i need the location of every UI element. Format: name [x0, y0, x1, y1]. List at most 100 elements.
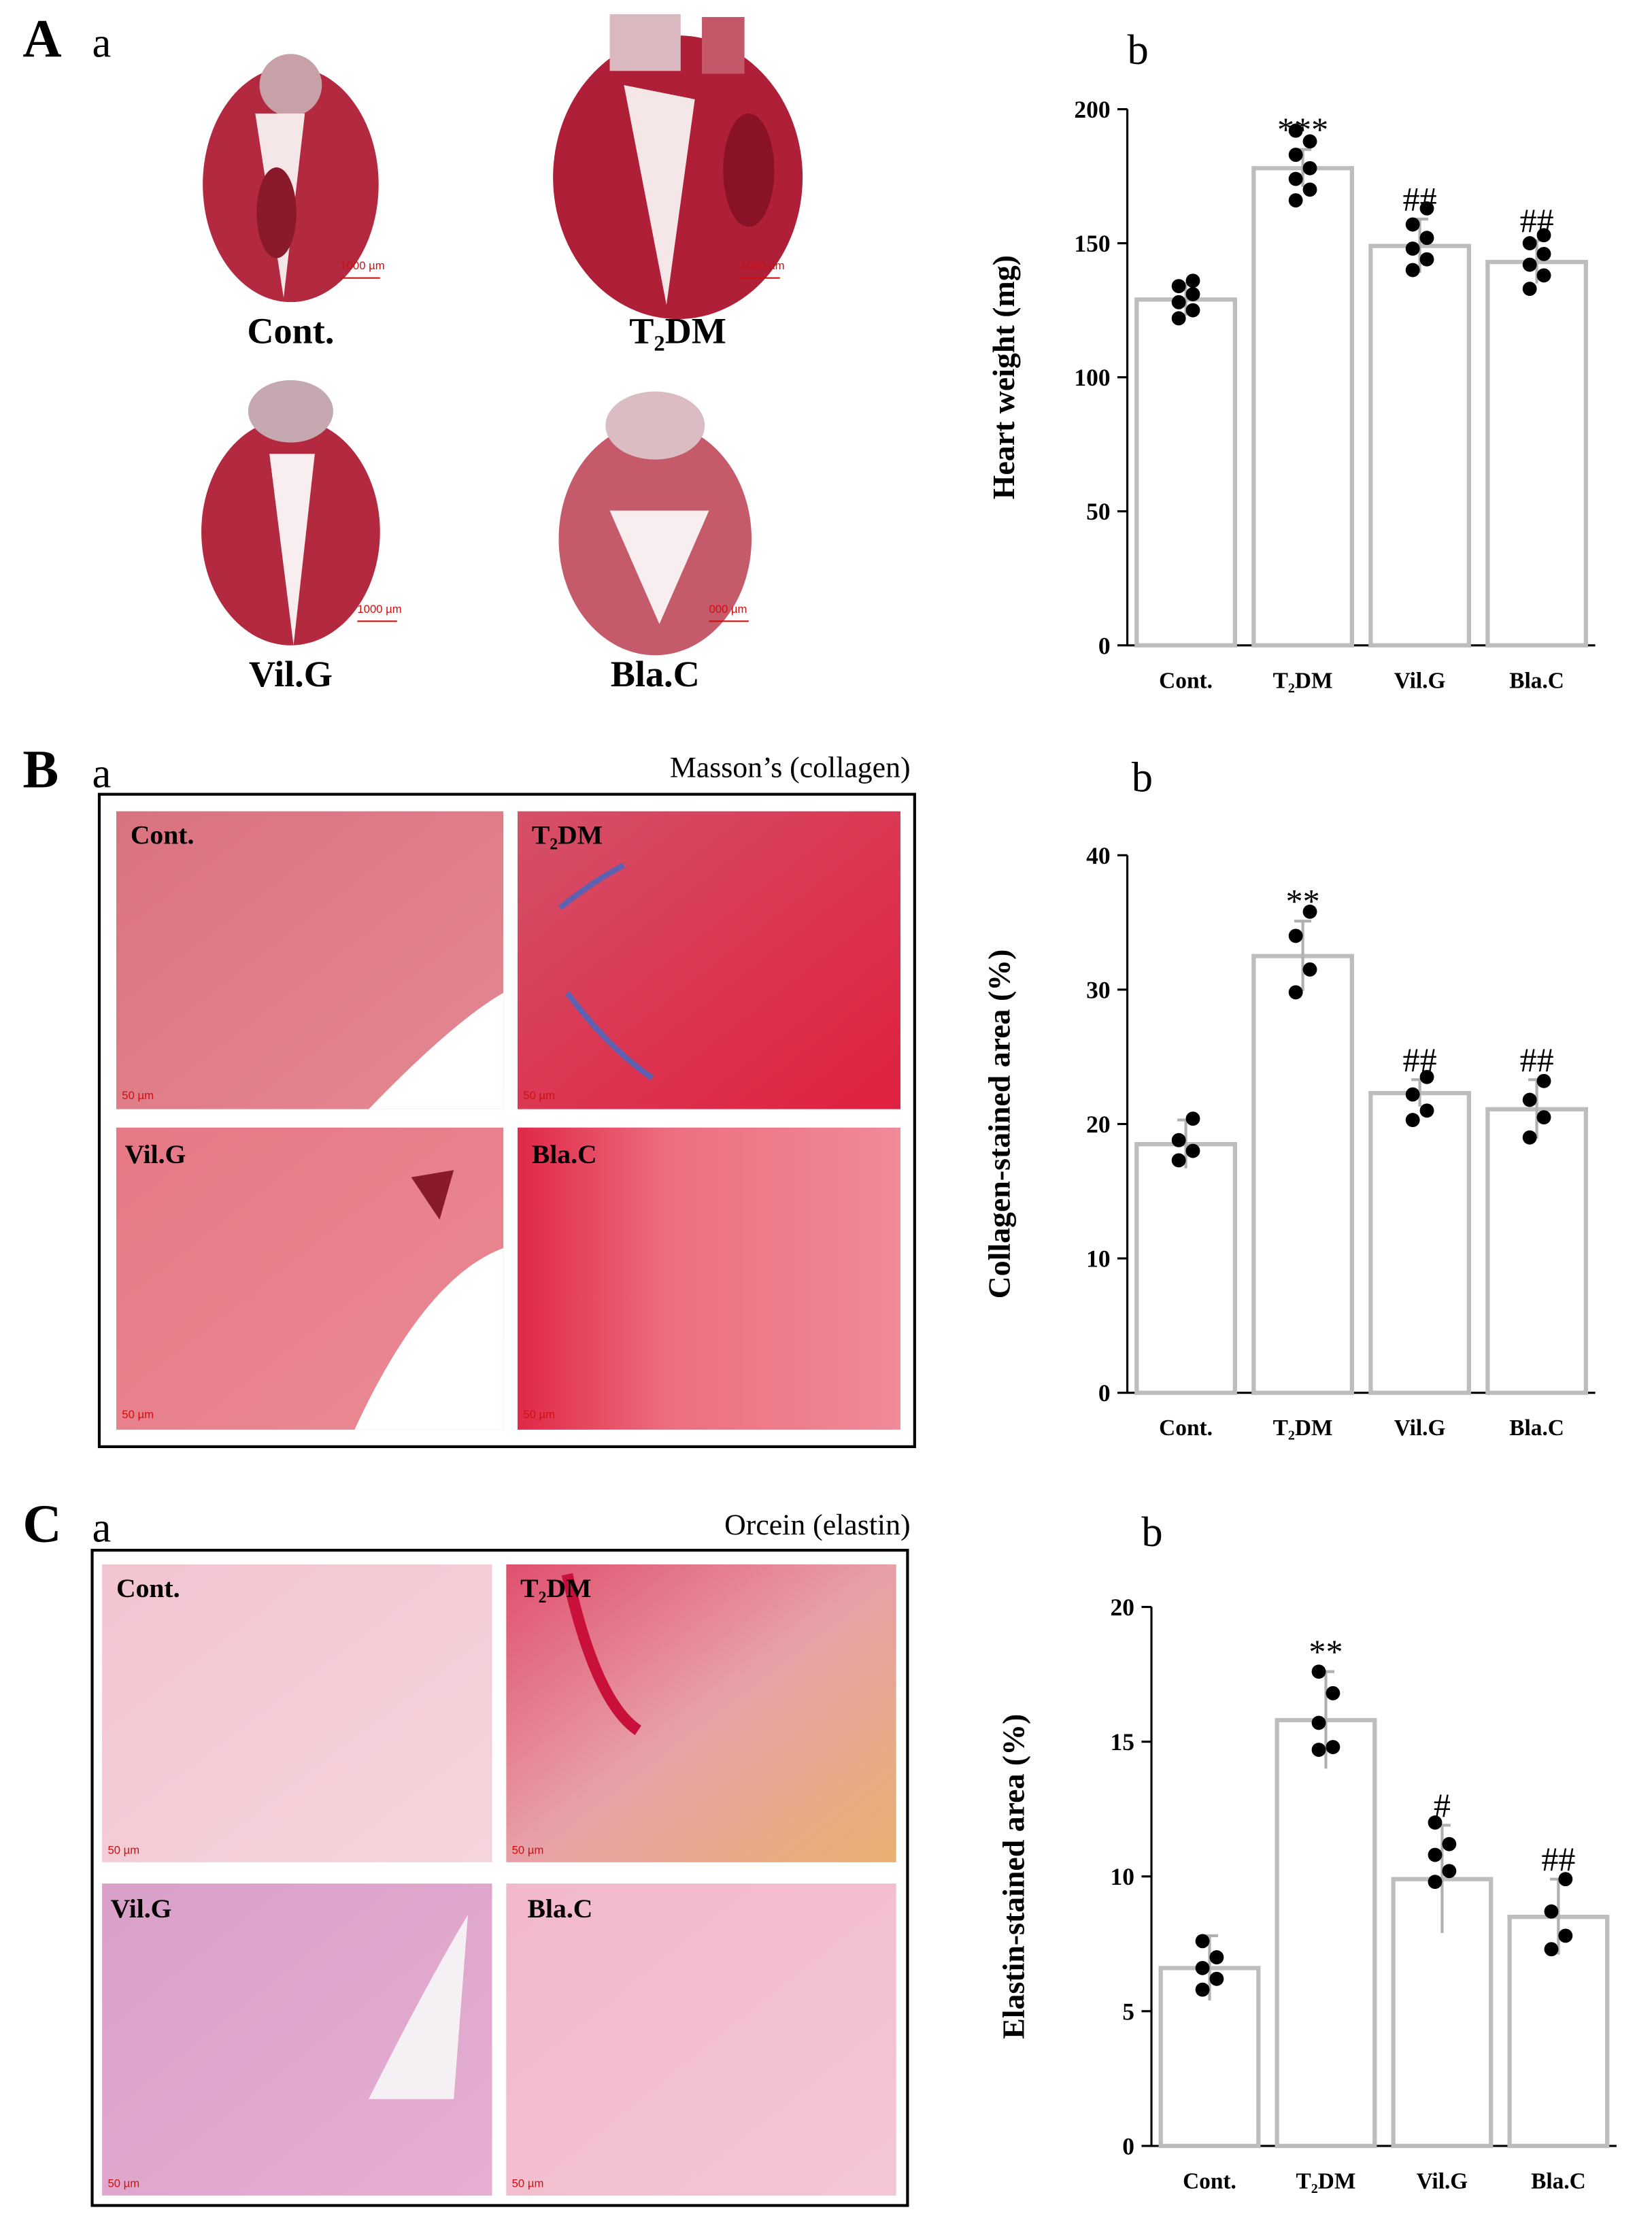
- data-point: [1522, 257, 1537, 272]
- data-point: [1288, 193, 1303, 207]
- data-point: [1536, 1110, 1551, 1125]
- x-tick-label: T₂DM: [1273, 1415, 1333, 1441]
- image-label: T₂DM: [532, 820, 603, 850]
- data-point: [1326, 1685, 1341, 1700]
- bar: [1485, 260, 1588, 648]
- panel-letter: C: [22, 1494, 61, 1554]
- significance: ##: [1520, 1041, 1554, 1079]
- heart-section: [203, 54, 379, 303]
- data-point: [1544, 1942, 1559, 1957]
- data-point: [1209, 1971, 1224, 1986]
- data-point: [1185, 1111, 1200, 1126]
- data-point: [1302, 904, 1317, 919]
- heart-section: [201, 380, 380, 645]
- data-point: [1405, 241, 1420, 256]
- bar: [1134, 297, 1237, 648]
- data-point: [1288, 123, 1303, 138]
- data-point: [1522, 1130, 1537, 1145]
- bar: [1251, 954, 1354, 1395]
- image-label: Cont.: [116, 1573, 180, 1603]
- x-tick-label: Cont.: [1183, 2168, 1236, 2194]
- data-point: [1419, 1069, 1434, 1084]
- data-point: [1185, 1143, 1200, 1158]
- bar: [1485, 1107, 1588, 1395]
- micrograph: [518, 1127, 900, 1430]
- image-label: Vil.G: [124, 1139, 186, 1169]
- sub-letter: a: [92, 18, 112, 66]
- scale-label: 50 µm: [107, 2177, 139, 2190]
- data-point: [1558, 1872, 1573, 1887]
- y-tick-label: 10: [1086, 1245, 1110, 1273]
- data-point: [1419, 201, 1434, 216]
- image-frame: [97, 792, 916, 1448]
- image-label: T₂DM: [520, 1573, 591, 1603]
- y-tick-label: 20: [1086, 1111, 1110, 1138]
- data-point: [1171, 1133, 1186, 1147]
- scale-label: 1000 µm: [740, 259, 784, 272]
- data-point: [1428, 1847, 1443, 1862]
- significance: **: [1286, 882, 1320, 920]
- sub-letter: a: [92, 1504, 112, 1552]
- significance: ##: [1403, 1041, 1437, 1079]
- group-label: Cont.: [247, 311, 334, 352]
- bar: [1368, 244, 1471, 648]
- data-point: [1185, 303, 1200, 318]
- y-tick-label: 50: [1086, 498, 1110, 525]
- scale-label: 50 µm: [122, 1408, 154, 1421]
- data-point: [1419, 1103, 1434, 1118]
- image-label: Bla.C: [528, 1894, 593, 1924]
- scale-label: 50 µm: [512, 1843, 544, 1856]
- bar: [1368, 1090, 1471, 1395]
- image-label: Vil.G: [111, 1894, 172, 1924]
- scale-label: 50 µm: [523, 1089, 555, 1102]
- micrograph: [102, 1564, 492, 1862]
- data-point: [1419, 252, 1434, 267]
- y-tick-label: 15: [1111, 1728, 1134, 1756]
- x-tick-label: Bla.C: [1509, 1415, 1564, 1441]
- data-point: [1171, 279, 1186, 294]
- significance: ##: [1403, 180, 1437, 218]
- x-tick-label: Cont.: [1159, 668, 1213, 693]
- x-tick-label: T₂DM: [1273, 668, 1333, 693]
- data-point: [1195, 1982, 1210, 1997]
- y-tick-label: 40: [1086, 842, 1110, 869]
- data-point: [1536, 228, 1551, 243]
- data-point: [1302, 182, 1317, 197]
- y-tick-label: 100: [1074, 364, 1110, 391]
- scale-label: 50 µm: [107, 1843, 139, 1856]
- data-point: [1558, 1928, 1573, 1943]
- stain-label: Masson’s (collagen): [670, 752, 911, 784]
- significance: #: [1434, 1786, 1451, 1824]
- data-point: [1302, 134, 1317, 149]
- significance: **: [1309, 1632, 1343, 1671]
- x-tick-label: Vil.G: [1394, 668, 1446, 693]
- y-tick-label: 0: [1098, 1379, 1111, 1407]
- y-tick-label: 0: [1122, 2132, 1134, 2160]
- data-point: [1536, 1073, 1551, 1088]
- bar: [1275, 1717, 1377, 2149]
- y-tick-label: 200: [1074, 96, 1110, 123]
- x-tick-label: Bla.C: [1531, 2168, 1586, 2194]
- panel-letter: b: [1132, 754, 1153, 801]
- bar: [1507, 1915, 1610, 2149]
- scale-label: 000 µm: [709, 603, 747, 616]
- y-tick-label: 5: [1122, 1998, 1134, 2025]
- heart-section: [558, 391, 752, 656]
- significance: ***: [1277, 110, 1328, 148]
- group-label: T₂DM: [629, 311, 726, 352]
- y-tick-label: 20: [1111, 1594, 1134, 1621]
- data-point: [1405, 217, 1420, 232]
- scale-label: 50 µm: [512, 2177, 544, 2190]
- x-tick-label: Bla.C: [1509, 668, 1564, 693]
- data-point: [1302, 161, 1317, 175]
- data-point: [1311, 1743, 1326, 1757]
- y-axis-label: Heart weight (mg): [986, 255, 1021, 499]
- data-point: [1195, 1961, 1210, 1975]
- panel-letter: b: [1128, 26, 1149, 73]
- significance: ##: [1541, 1840, 1575, 1878]
- group-label: Bla.C: [611, 654, 700, 694]
- micrograph: [518, 811, 900, 1109]
- image-label: Cont.: [131, 820, 195, 850]
- data-point: [1405, 263, 1420, 278]
- panel-letter: B: [22, 739, 58, 799]
